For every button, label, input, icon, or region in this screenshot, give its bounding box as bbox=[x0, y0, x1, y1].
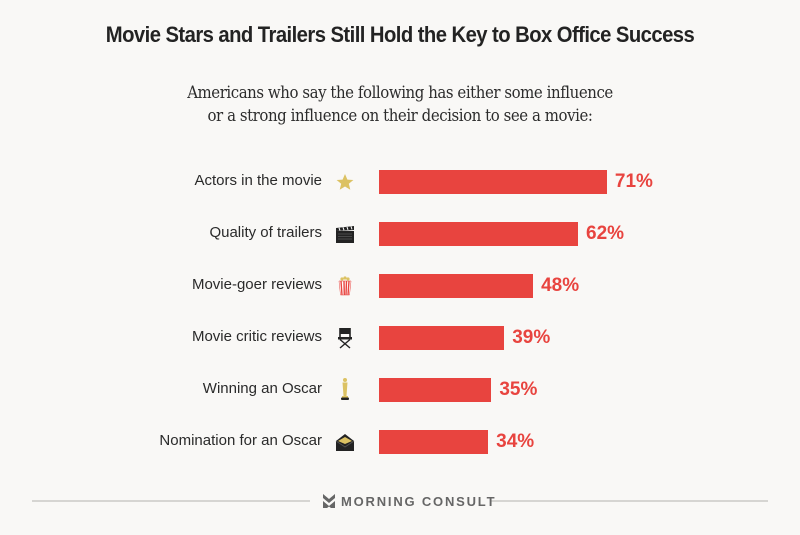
value-label: 39% bbox=[512, 327, 551, 348]
morning-consult-logo-icon bbox=[323, 494, 335, 508]
bar-row: Winning an Oscar 35% bbox=[0, 378, 800, 402]
bar bbox=[379, 378, 492, 402]
clapperboard-icon bbox=[333, 222, 357, 246]
bar-row: Movie critic reviews 39% bbox=[0, 326, 800, 350]
bar bbox=[379, 430, 489, 454]
category-label: Actors in the movie bbox=[194, 172, 322, 189]
category-label: Movie critic reviews bbox=[191, 328, 322, 345]
value-label: 34% bbox=[496, 431, 535, 452]
category-label: Nomination for an Oscar bbox=[159, 432, 322, 449]
value-label: 71% bbox=[614, 171, 653, 192]
bar-row: Movie-goer reviews 48% bbox=[0, 274, 800, 298]
bar-row: Nomination for an Oscar 34% bbox=[0, 430, 800, 454]
value-label: 48% bbox=[541, 275, 580, 296]
bar-row: Quality of trailers 62% bbox=[0, 222, 800, 246]
chart-title: Movie Stars and Trailers Still Hold the … bbox=[105, 22, 695, 47]
footer-divider-left bbox=[32, 500, 310, 502]
value-label: 62% bbox=[586, 223, 625, 244]
star-icon bbox=[333, 170, 357, 194]
bar bbox=[379, 170, 607, 194]
popcorn-icon bbox=[333, 274, 357, 298]
subtitle-line-1: Americans who say the following has eith… bbox=[187, 83, 613, 103]
value-label: 35% bbox=[499, 379, 538, 400]
brand-name: MORNING CONSULT bbox=[341, 493, 497, 509]
bar bbox=[379, 274, 534, 298]
chart-subtitle: Americans who say the following has eith… bbox=[48, 82, 752, 128]
category-label: Quality of trailers bbox=[209, 224, 322, 241]
bar-row: Actors in the movie 71% bbox=[0, 170, 800, 194]
subtitle-line-2: or a strong influence on their decision … bbox=[207, 106, 593, 126]
brand-logo: MORNING CONSULT bbox=[323, 492, 496, 510]
category-label: Movie-goer reviews bbox=[191, 276, 322, 293]
footer-divider-right bbox=[490, 500, 768, 502]
category-label: Winning an Oscar bbox=[202, 380, 322, 397]
oscar-statuette-icon bbox=[333, 375, 357, 400]
envelope-icon bbox=[333, 430, 357, 454]
bar bbox=[379, 222, 579, 246]
director-chair-icon bbox=[333, 326, 357, 350]
bar bbox=[379, 326, 505, 350]
